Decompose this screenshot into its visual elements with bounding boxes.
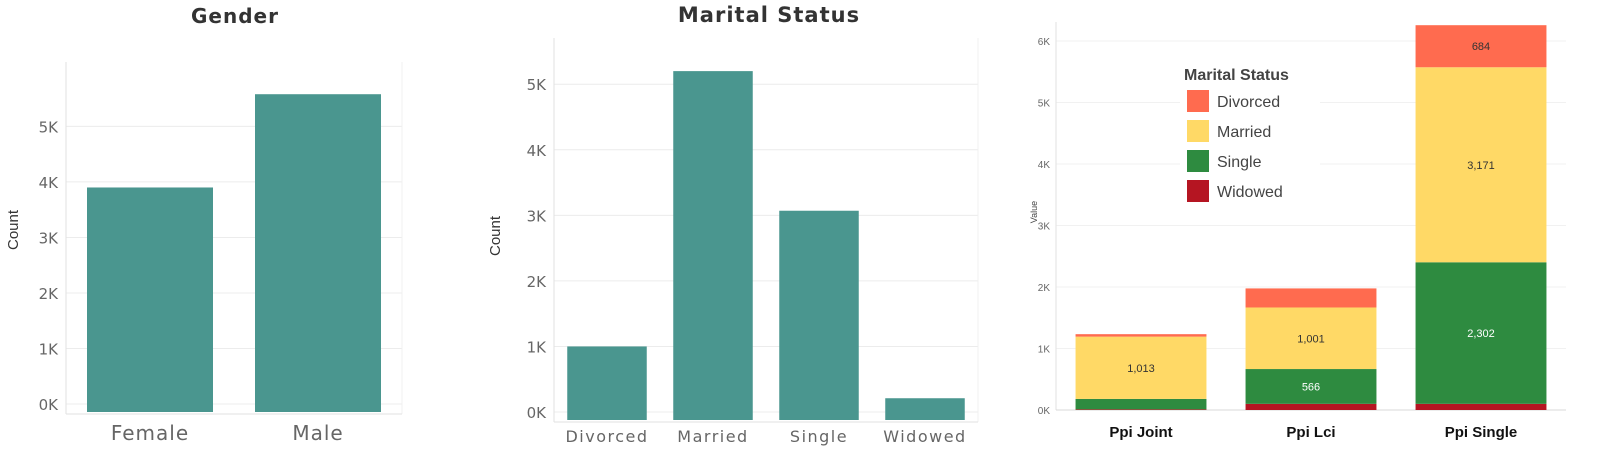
y-tick-label: 2K xyxy=(1038,283,1051,294)
x-tick-label-widowed: Widowed xyxy=(883,427,966,446)
y-tick-label: 1K xyxy=(1038,345,1051,356)
y-tick-label: 4K xyxy=(1038,160,1051,171)
bar-married xyxy=(673,71,753,420)
legend-label-divorced: Divorced xyxy=(1217,94,1280,111)
y-axis-label: Value xyxy=(1029,201,1039,223)
x-tick-label-ppi-lci: Ppi Lci xyxy=(1286,424,1335,441)
product-marital-stacked-chart-panel: 0K 1K 2K 3K 4K 5K 6K Value 1,013 Ppi Joint 566 1,00… xyxy=(1000,0,1599,458)
bar-segment-ppi-single-divorced xyxy=(1415,25,1547,68)
legend-swatch-married xyxy=(1187,120,1209,142)
y-tick-label: 5K xyxy=(39,118,60,136)
marital-status-chart: 0K 1K 2K 3K 4K 5K Divorced Married Single Widowed… xyxy=(487,3,979,446)
bar-female xyxy=(87,187,213,412)
x-tick-label-ppi-single: Ppi Single xyxy=(1445,424,1518,441)
legend-label-widowed: Widowed xyxy=(1217,184,1283,201)
y-tick-label: 3K xyxy=(39,229,60,247)
y-tick-label: 4K xyxy=(527,142,548,160)
y-tick-label: 5K xyxy=(1038,99,1051,110)
y-tick-label: 4K xyxy=(39,174,60,192)
data-label-ppi-single-single: 2,302 xyxy=(1467,328,1495,340)
data-label-ppi-joint-married: 1,013 xyxy=(1127,363,1155,375)
bar-segment-ppi-joint-widowed xyxy=(1075,409,1207,410)
legend-swatch-widowed xyxy=(1187,180,1209,202)
y-tick-label: 5K xyxy=(527,76,548,94)
bar-segment-ppi-lci-married xyxy=(1245,307,1377,370)
bar-widowed xyxy=(885,398,965,420)
legend-swatch-divorced xyxy=(1187,90,1209,112)
bar-segment-ppi-lci-widowed xyxy=(1245,403,1377,410)
x-tick-label-ppi-joint: Ppi Joint xyxy=(1109,424,1172,441)
y-tick-label: 0K xyxy=(39,396,60,414)
x-tick-label-divorced: Divorced xyxy=(565,427,648,446)
chart-title: Gender xyxy=(191,4,279,28)
legend-title: Marital Status xyxy=(1184,67,1289,84)
bar-single xyxy=(779,210,859,420)
bar-male xyxy=(255,94,381,412)
bar-segment-ppi-lci-divorced xyxy=(1245,288,1377,308)
data-label-ppi-lci-married: 1,001 xyxy=(1297,333,1325,345)
y-tick-label: 2K xyxy=(527,273,548,291)
bar-segment-ppi-joint-married xyxy=(1075,336,1207,399)
x-tick-label-married: Married xyxy=(677,427,748,446)
product-marital-stacked-chart: 0K 1K 2K 3K 4K 5K 6K Value 1,013 Ppi Joint 566 1,00… xyxy=(1029,22,1566,441)
y-tick-label: 3K xyxy=(527,207,548,225)
x-tick-label-male: Male xyxy=(292,421,343,445)
bar-divorced xyxy=(567,346,647,420)
legend-label-married: Married xyxy=(1217,124,1271,141)
y-tick-label: 6K xyxy=(1038,37,1051,48)
x-tick-label-single: Single xyxy=(790,427,848,446)
data-label-ppi-lci-single: 566 xyxy=(1302,381,1320,393)
y-tick-label: 2K xyxy=(39,285,60,303)
bar-segment-ppi-lci-single xyxy=(1245,369,1377,404)
y-axis-label: Count xyxy=(487,215,504,256)
chart-title: Marital Status xyxy=(678,3,860,27)
y-tick-label: 1K xyxy=(39,340,60,358)
bar-segment-ppi-single-widowed xyxy=(1415,403,1547,410)
bar-segment-ppi-single-single xyxy=(1415,262,1547,404)
legend-swatch-single xyxy=(1187,150,1209,172)
y-tick-label: 0K xyxy=(1038,406,1051,417)
marital-status-chart-panel: 0K 1K 2K 3K 4K 5K Divorced Married Single Widowed… xyxy=(470,0,990,458)
x-tick-label-female: Female xyxy=(111,421,189,445)
y-axis-label: Count xyxy=(5,209,22,250)
data-label-ppi-single-married: 3,171 xyxy=(1467,160,1495,172)
gender-chart: 0K 1K 2K 3K 4K 5K Female Male Gender Count xyxy=(5,4,403,445)
y-tick-label: 3K xyxy=(1038,222,1051,233)
gender-chart-panel: 0K 1K 2K 3K 4K 5K Female Male Gender Count xyxy=(0,0,420,458)
bar-segment-ppi-single-married xyxy=(1415,67,1547,263)
legend-label-single: Single xyxy=(1217,154,1262,171)
bar-segment-ppi-joint-single xyxy=(1075,398,1207,410)
bar-segment-ppi-joint-divorced xyxy=(1075,334,1207,337)
y-tick-label: 0K xyxy=(527,404,548,422)
data-label-ppi-single-divorced: 684 xyxy=(1472,41,1490,53)
y-tick-label: 1K xyxy=(527,338,548,356)
